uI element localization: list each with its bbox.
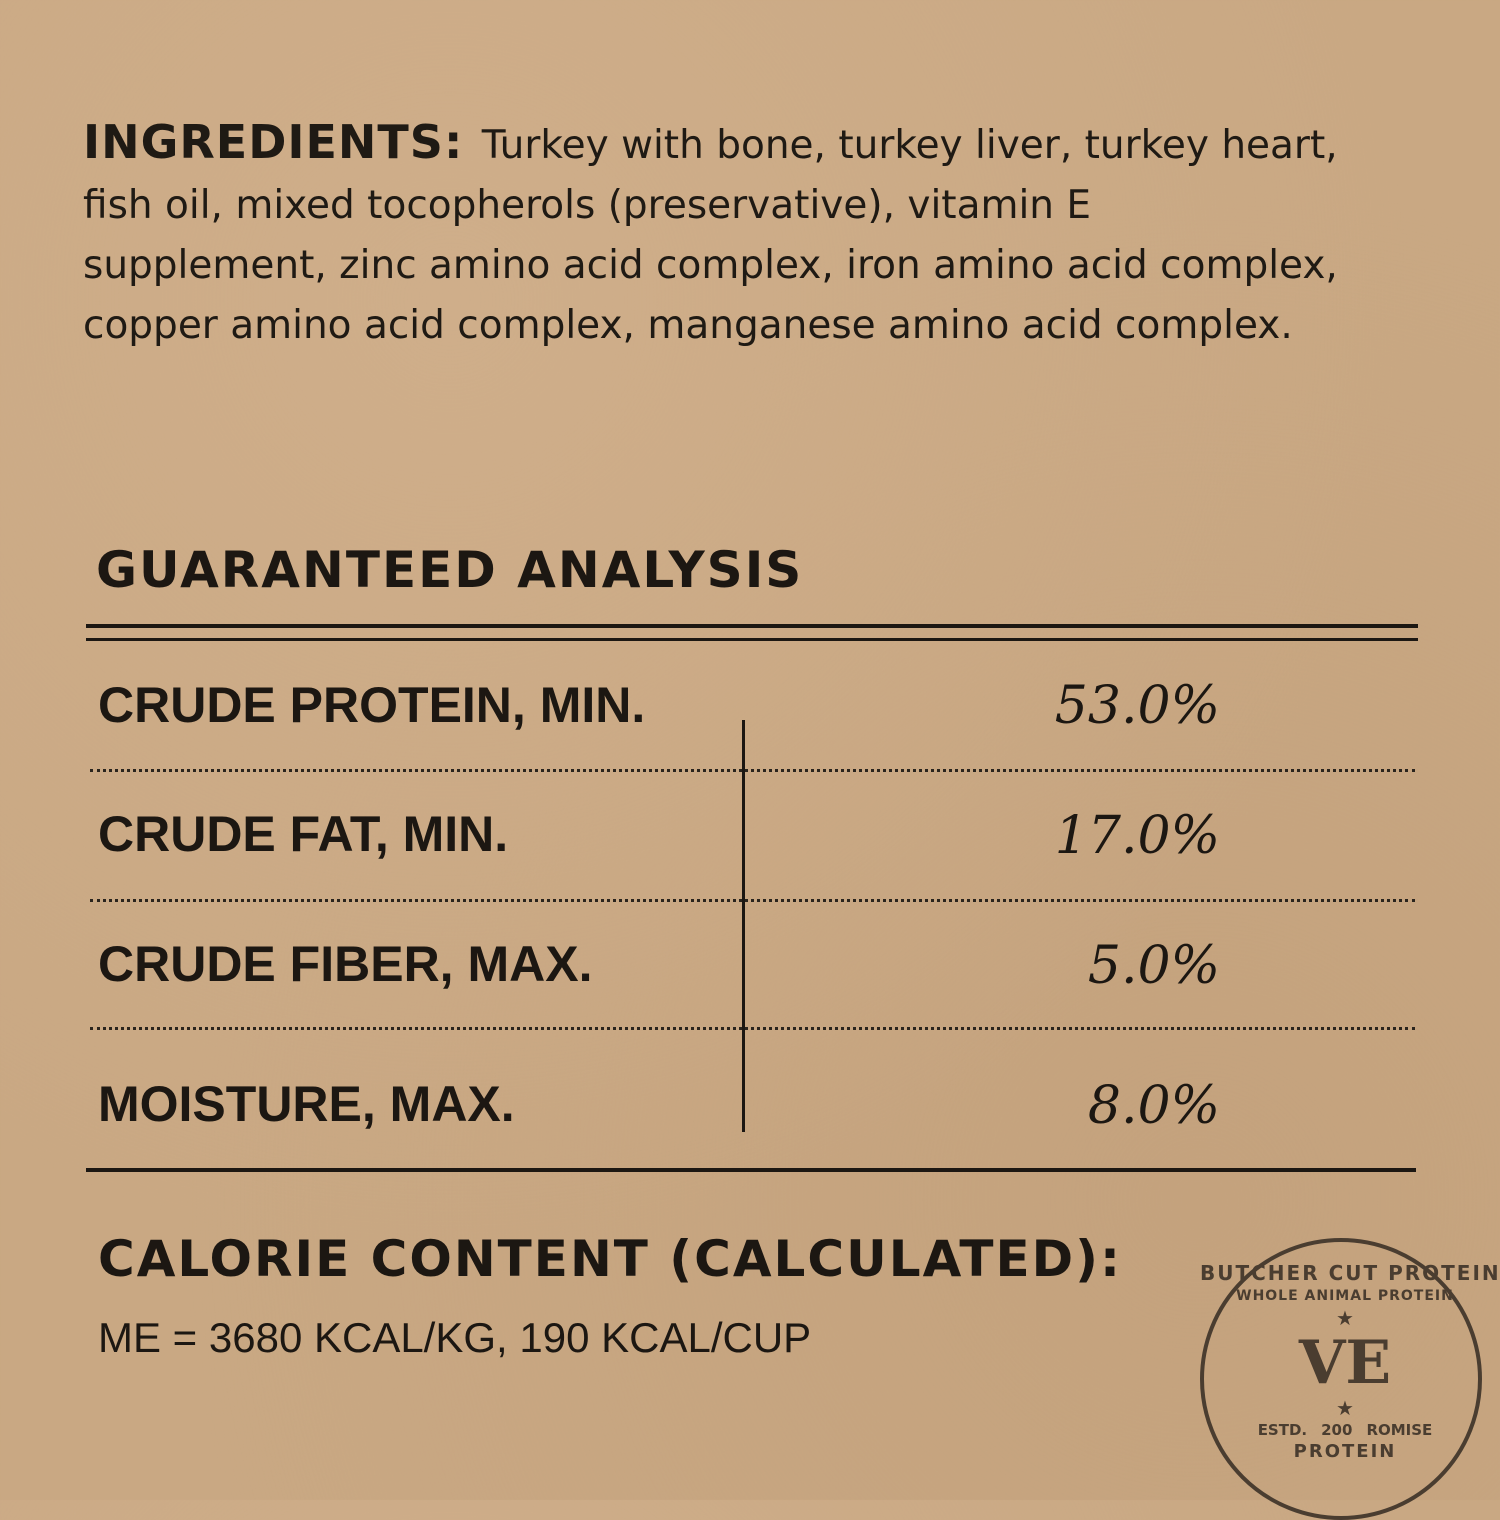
- analysis-value-protein: 53.0%: [1054, 676, 1220, 736]
- analysis-label-moisture: MOISTURE, MAX.: [98, 1076, 515, 1132]
- analysis-value-fat: 17.0%: [1054, 806, 1220, 866]
- calorie-title: CALORIE CONTENT (CALCULATED):: [98, 1230, 1122, 1288]
- column-divider: [742, 720, 745, 1132]
- stamp-year-text: 200: [1321, 1421, 1353, 1439]
- analysis-label-protein: CRUDE PROTEIN, MIN.: [98, 677, 646, 733]
- stamp-estd-text: ESTD.: [1257, 1421, 1308, 1439]
- ingredients-heading: INGREDIENTS:: [83, 115, 464, 169]
- guaranteed-analysis-title: GUARANTEED ANALYSIS: [96, 541, 804, 599]
- stamp-inner-text: WHOLE ANIMAL PROTEIN: [1236, 1288, 1454, 1304]
- stamp-outer-text: BUTCHER CUT PROTEIN: [1200, 1261, 1500, 1285]
- stamp-logo-text: VE: [1298, 1328, 1392, 1398]
- row-divider: [90, 1027, 1415, 1030]
- analysis-label-fat: CRUDE FAT, MIN.: [98, 806, 509, 862]
- divider-top-2: [86, 638, 1418, 641]
- ingredients-block: INGREDIENTS: Turkey with bone, turkey li…: [83, 112, 1343, 356]
- divider-top-1: [86, 624, 1418, 628]
- ingredients-text: Turkey with bone, turkey liver, turkey h…: [83, 123, 1338, 348]
- analysis-value-fiber: 5.0%: [1087, 936, 1220, 996]
- stamp-protein-text: PROTEIN: [1293, 1441, 1397, 1462]
- divider-bottom: [86, 1168, 1416, 1172]
- star-icon: ★: [1336, 1306, 1354, 1330]
- analysis-value-moisture: 8.0%: [1087, 1076, 1220, 1136]
- brand-stamp-logo: BUTCHER CUT PROTEIN WHOLE ANIMAL PROTEIN…: [1200, 1238, 1500, 1520]
- star-icon: ★: [1336, 1396, 1354, 1420]
- stamp-promise-text: ROMISE: [1366, 1421, 1433, 1439]
- row-divider: [90, 769, 1415, 772]
- row-divider: [90, 899, 1415, 902]
- analysis-label-fiber: CRUDE FIBER, MAX.: [98, 936, 593, 992]
- calorie-value: ME = 3680 KCAL/KG, 190 KCAL/CUP: [98, 1314, 812, 1361]
